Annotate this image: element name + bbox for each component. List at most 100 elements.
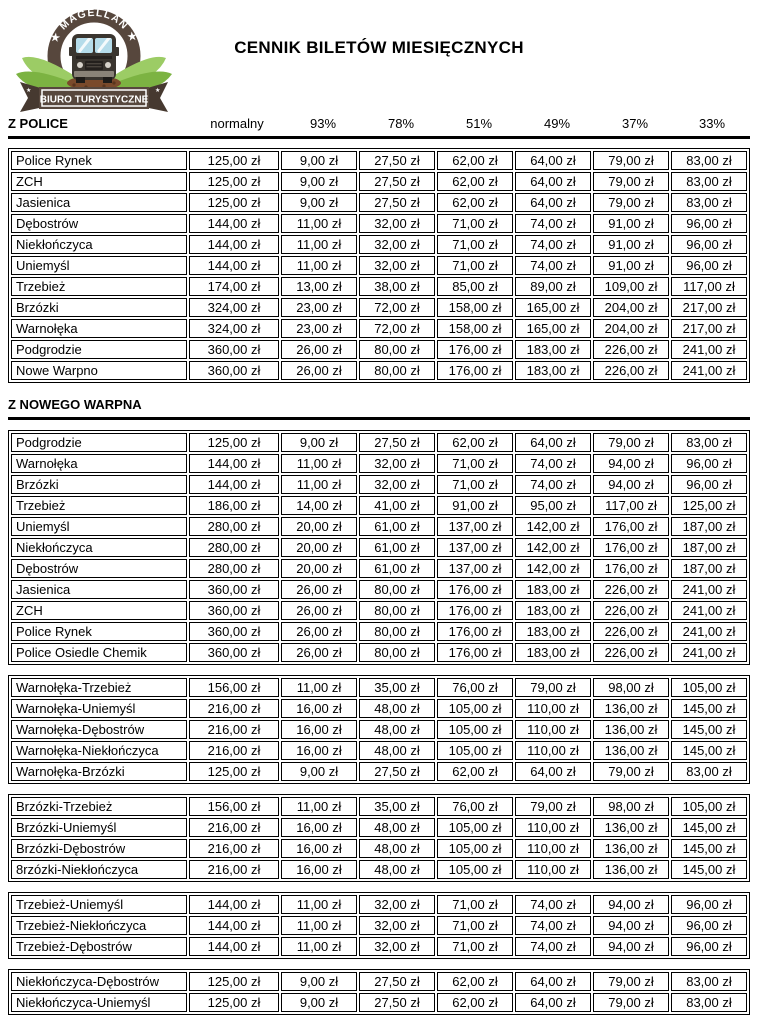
- price-table: Podgrodzie 125,00 zł 9,00 zł 27,50 zł 62,00 …: [8, 430, 750, 665]
- ribbon-star-right-icon: ★: [155, 87, 160, 94]
- price-cell: 360,00 zł: [189, 361, 279, 380]
- price-cell: 62,00 zł: [437, 993, 513, 1012]
- price-cell: 158,00 zł: [437, 319, 513, 338]
- table-row: Warnołęka-Niekłończyca 216,00 zł 16,00 zł 4…: [11, 741, 747, 760]
- price-cell: 64,00 zł: [515, 993, 591, 1012]
- table-row: Warnołęka-Trzebież 156,00 zł 11,00 zł 35,00…: [11, 678, 747, 697]
- price-cell: 91,00 zł: [593, 214, 669, 233]
- price-cell: 91,00 zł: [593, 256, 669, 275]
- price-cell: 183,00 zł: [515, 622, 591, 641]
- price-cell: 27,50 zł: [359, 993, 435, 1012]
- price-cell: 80,00 zł: [359, 643, 435, 662]
- station-name-cell: Brzózki: [11, 298, 187, 317]
- price-cell: 80,00 zł: [359, 601, 435, 620]
- price-cell: 125,00 zł: [189, 433, 279, 452]
- price-cell: 20,00 zł: [281, 538, 357, 557]
- price-cell: 89,00 zł: [515, 277, 591, 296]
- column-label: 33%: [698, 116, 726, 131]
- station-name-cell: Nowe Warpno: [11, 361, 187, 380]
- price-cell: 96,00 zł: [671, 235, 747, 254]
- price-cell: 109,00 zł: [593, 277, 669, 296]
- price-cell: 96,00 zł: [671, 256, 747, 275]
- price-cell: 226,00 zł: [593, 622, 669, 641]
- station-name-cell: Brzózki-Dębostrów: [11, 839, 187, 858]
- price-cell: 145,00 zł: [671, 818, 747, 837]
- price-cell: 216,00 zł: [189, 699, 279, 718]
- price-cell: 183,00 zł: [515, 601, 591, 620]
- price-cell: 16,00 zł: [281, 720, 357, 739]
- price-cell: 23,00 zł: [281, 319, 357, 338]
- price-table: Brzózki-Trzebież 156,00 zł 11,00 zł 35,00 z…: [8, 794, 750, 882]
- table-row: Niekłończyca-Dębostrów 125,00 zł 9,00 zł 27…: [11, 972, 747, 991]
- price-cell: 83,00 zł: [671, 762, 747, 781]
- price-cell: 137,00 zł: [437, 559, 513, 578]
- price-cell: 48,00 zł: [359, 839, 435, 858]
- ribbon-banner: BIURO TURYSTYCZNE ★ ★: [20, 82, 168, 112]
- price-cell: 83,00 zł: [671, 172, 747, 191]
- price-cell: 16,00 zł: [281, 741, 357, 760]
- price-cell: 216,00 zł: [189, 720, 279, 739]
- price-cell: 241,00 zł: [671, 601, 747, 620]
- price-cell: 61,00 zł: [359, 538, 435, 557]
- sections: Z POLICE normalny 93% 78% 51% 49% 37% 33% Police…: [8, 116, 750, 1015]
- price-cell: 145,00 zł: [671, 839, 747, 858]
- price-cell: 145,00 zł: [671, 860, 747, 879]
- station-name-cell: Warnołęka: [11, 454, 187, 473]
- price-cell: 156,00 zł: [189, 797, 279, 816]
- station-name-cell: Trzebież: [11, 277, 187, 296]
- logo-subtitle-text: BIURO TURYSTYCZNE: [40, 95, 149, 106]
- station-name-cell: Police Rynek: [11, 151, 187, 170]
- price-cell: 48,00 zł: [359, 818, 435, 837]
- price-section: Z POLICE normalny 93% 78% 51% 49% 37% 33% Police…: [8, 116, 750, 383]
- table-row: Brzózki-Trzebież 156,00 zł 11,00 zł 35,00 z…: [11, 797, 747, 816]
- table-row: Niekłończyca-Uniemyśl 125,00 zł 9,00 zł 27,…: [11, 993, 747, 1012]
- station-name-cell: ZCH: [11, 172, 187, 191]
- table-row: ZCH 360,00 zł 26,00 zł 80,00 zł 176,00 zł 183…: [11, 601, 747, 620]
- price-cell: 241,00 zł: [671, 643, 747, 662]
- station-name-cell: Warnołęka-Niekłończyca: [11, 741, 187, 760]
- price-cell: 11,00 zł: [281, 214, 357, 233]
- price-cell: 145,00 zł: [671, 741, 747, 760]
- table-row: 8rzózki-Niekłończyca 216,00 zł 16,00 zł 48,…: [11, 860, 747, 879]
- table-row: Uniemyśl 144,00 zł 11,00 zł 32,00 zł 71,00 z…: [11, 256, 747, 275]
- price-cell: 183,00 zł: [515, 580, 591, 599]
- price-cell: 105,00 zł: [671, 797, 747, 816]
- price-cell: 94,00 zł: [593, 937, 669, 956]
- price-cell: 9,00 zł: [281, 972, 357, 991]
- station-name-cell: Brzózki: [11, 475, 187, 494]
- price-cell: 71,00 zł: [437, 916, 513, 935]
- price-cell: 187,00 zł: [671, 517, 747, 536]
- station-name-cell: Uniemyśl: [11, 517, 187, 536]
- price-cell: 35,00 zł: [359, 797, 435, 816]
- price-cell: 79,00 zł: [593, 151, 669, 170]
- price-cell: 125,00 zł: [189, 762, 279, 781]
- price-cell: 217,00 zł: [671, 298, 747, 317]
- price-cell: 136,00 zł: [593, 818, 669, 837]
- price-table: Warnołęka-Trzebież 156,00 zł 11,00 zł 35,00…: [8, 675, 750, 784]
- price-cell: 96,00 zł: [671, 916, 747, 935]
- price-cell: 176,00 zł: [437, 361, 513, 380]
- price-section: Z NOWEGO WARPNA Podgrodzie 125,00 zł 9,00 z…: [8, 397, 750, 1015]
- column-label: 93%: [309, 116, 337, 131]
- price-table: Niekłończyca-Dębostrów 125,00 zł 9,00 zł 27…: [8, 969, 750, 1015]
- price-cell: 174,00 zł: [189, 277, 279, 296]
- price-cell: 125,00 zł: [189, 151, 279, 170]
- table-row: Brzózki-Dębostrów 216,00 zł 16,00 zł 48,00 …: [11, 839, 747, 858]
- station-name-cell: Jasienica: [11, 193, 187, 212]
- price-cell: 360,00 zł: [189, 340, 279, 359]
- price-cell: 38,00 zł: [359, 277, 435, 296]
- price-cell: 26,00 zł: [281, 622, 357, 641]
- price-cell: 80,00 zł: [359, 622, 435, 641]
- price-cell: 13,00 zł: [281, 277, 357, 296]
- price-cell: 165,00 zł: [515, 298, 591, 317]
- price-cell: 183,00 zł: [515, 643, 591, 662]
- price-cell: 9,00 zł: [281, 193, 357, 212]
- price-cell: 226,00 zł: [593, 580, 669, 599]
- station-name-cell: Trzebież-Niekłończyca: [11, 916, 187, 935]
- price-cell: 83,00 zł: [671, 972, 747, 991]
- price-cell: 125,00 zł: [189, 972, 279, 991]
- price-cell: 35,00 zł: [359, 678, 435, 697]
- price-cell: 48,00 zł: [359, 741, 435, 760]
- price-cell: 183,00 zł: [515, 340, 591, 359]
- price-cell: 27,50 zł: [359, 762, 435, 781]
